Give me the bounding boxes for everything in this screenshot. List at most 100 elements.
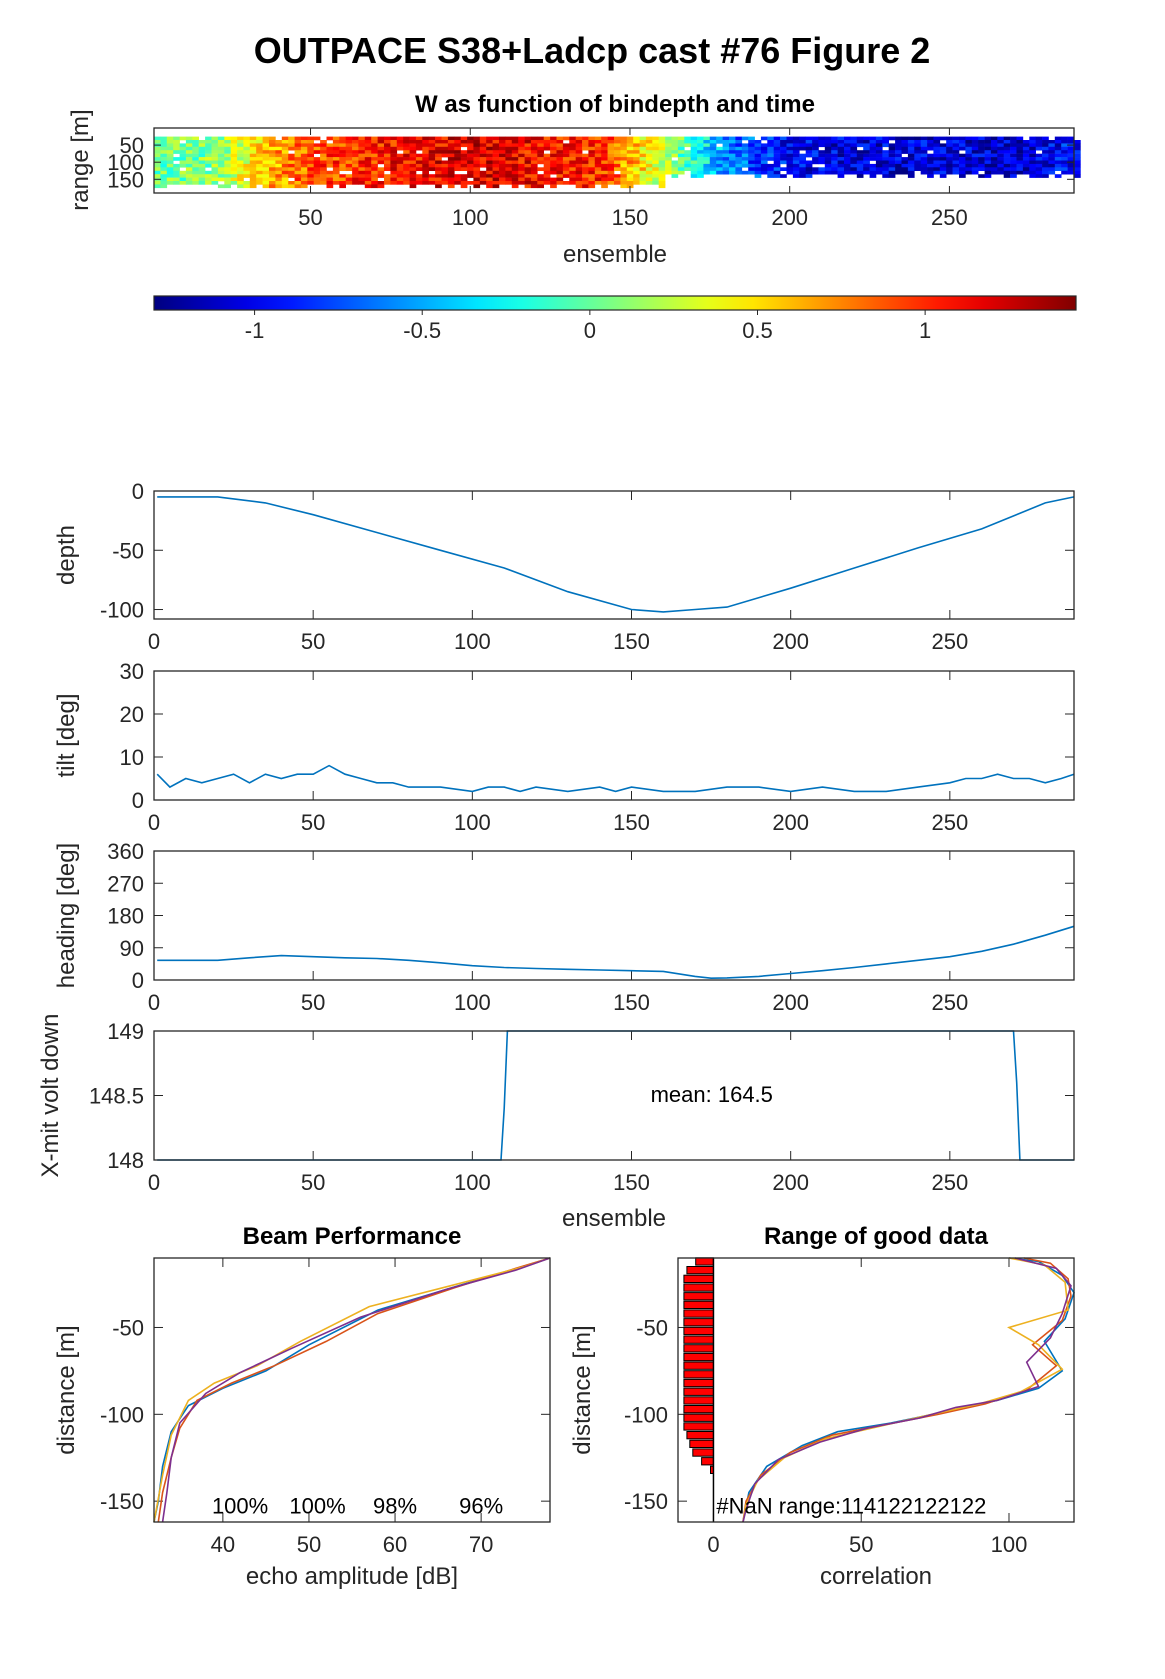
heatmap-cell bbox=[614, 160, 621, 165]
heatmap-cell bbox=[384, 177, 391, 182]
heatmap-cell bbox=[486, 150, 493, 154]
heatmap-cell bbox=[352, 140, 359, 144]
x-tick-label: 50 bbox=[301, 629, 325, 654]
heatmap-cell bbox=[237, 157, 244, 161]
heatmap-cell bbox=[198, 177, 206, 182]
heatmap-cell bbox=[1029, 140, 1036, 144]
heatmap-cell bbox=[396, 167, 404, 171]
heatmap-cell bbox=[179, 177, 187, 182]
heatmap-cell bbox=[850, 170, 858, 175]
heatmap-cell bbox=[863, 163, 870, 168]
heatmap-cell bbox=[601, 170, 608, 175]
heatmap-cell bbox=[537, 174, 544, 178]
heatmap-cell bbox=[754, 174, 762, 178]
heatmap-cell bbox=[441, 163, 449, 168]
heatmap-cell bbox=[965, 143, 973, 148]
heatmap-cell bbox=[435, 174, 442, 178]
heatmap-cell bbox=[645, 174, 653, 178]
heatmap-cell bbox=[946, 170, 953, 175]
heatmap-cell bbox=[754, 146, 762, 151]
heatmap-cell bbox=[249, 160, 257, 165]
heatmap-cell bbox=[173, 157, 180, 161]
heatmap-cell bbox=[818, 160, 826, 165]
heatmap-cell bbox=[780, 174, 787, 178]
heatmap-cell bbox=[767, 157, 774, 161]
y-tick-label: -50 bbox=[636, 1315, 668, 1340]
heatmap-cell bbox=[384, 150, 391, 154]
heatmap-cell bbox=[946, 157, 953, 161]
axes-box bbox=[153, 490, 1075, 620]
heatmap-cell bbox=[300, 153, 308, 158]
heatmap-cell bbox=[524, 160, 532, 165]
heatmap-cell bbox=[709, 170, 717, 175]
heatmap-cell bbox=[358, 140, 366, 144]
heatmap-cell bbox=[192, 177, 199, 182]
heatmap-cell bbox=[492, 153, 500, 158]
heatmap-cell bbox=[524, 146, 532, 151]
heatmap-cell bbox=[339, 184, 346, 189]
heatmap-cell bbox=[959, 136, 966, 141]
heatmap-cell bbox=[933, 150, 941, 154]
heatmap-cell bbox=[927, 170, 934, 175]
heatmap-cell bbox=[722, 140, 730, 144]
heatmap-cell bbox=[978, 146, 985, 151]
heatmap-cell bbox=[185, 177, 193, 182]
heatmap-cell bbox=[300, 140, 308, 144]
heatmap-cell bbox=[556, 160, 564, 165]
heatmap-cell bbox=[460, 140, 468, 144]
heatmap-cell bbox=[709, 163, 717, 168]
colorbar-tick-label: 0.5 bbox=[742, 318, 773, 343]
heatmap-cell bbox=[249, 184, 257, 189]
heatmap-cell bbox=[959, 157, 966, 161]
heatmap-cell bbox=[671, 136, 679, 141]
heatmap-cell bbox=[300, 181, 308, 185]
heatmap-cell bbox=[224, 143, 231, 148]
heatmap-cell bbox=[160, 181, 168, 185]
heatmap-cell bbox=[901, 146, 909, 151]
heatmap-cell bbox=[844, 140, 851, 144]
heatmap-cell bbox=[901, 143, 909, 148]
heatmap-cell bbox=[722, 160, 730, 165]
heatmap-cell bbox=[441, 170, 449, 175]
heatmap-cell bbox=[665, 143, 672, 148]
heatmap-cell bbox=[1003, 163, 1011, 168]
heatmap-cell bbox=[320, 167, 327, 171]
heatmap-cell bbox=[1022, 160, 1030, 165]
heatmap-cell bbox=[447, 140, 455, 144]
heatmap-cell bbox=[211, 143, 219, 148]
heatmap-cell bbox=[211, 136, 219, 141]
heatmap-cell bbox=[1022, 150, 1030, 154]
heatmap-cell bbox=[422, 174, 429, 178]
heatmap-cell bbox=[473, 150, 481, 154]
heatmap-cell bbox=[550, 140, 557, 144]
y-tick-label: 0 bbox=[132, 479, 144, 504]
heatmap-cell bbox=[933, 153, 941, 158]
heatmap-cell bbox=[652, 140, 659, 144]
heatmap-cell bbox=[243, 136, 251, 141]
heatmap-cell bbox=[658, 177, 666, 182]
heatmap-cell bbox=[422, 153, 429, 158]
heatmap-cell bbox=[294, 136, 302, 141]
heatmap-cell bbox=[326, 174, 334, 178]
heatmap-cell bbox=[530, 184, 538, 189]
heatmap-cell bbox=[1016, 143, 1024, 148]
heatmap-cell bbox=[863, 146, 870, 151]
heatmap-cell bbox=[358, 157, 366, 161]
heatmap-cell bbox=[479, 160, 487, 165]
heatmap-cell bbox=[620, 136, 628, 141]
heatmap-cell bbox=[856, 153, 864, 158]
heatmap-cell bbox=[166, 150, 174, 154]
heatmap-cell bbox=[511, 146, 519, 151]
heatmap-cell bbox=[677, 167, 685, 171]
heatmap-cell bbox=[211, 170, 219, 175]
heatmap-cell bbox=[837, 170, 845, 175]
heatmap-cell bbox=[294, 150, 302, 154]
heatmap-cell bbox=[984, 140, 992, 144]
heatmap-cell bbox=[499, 174, 506, 178]
heatmap-cell bbox=[875, 150, 883, 154]
heatmap-cell bbox=[575, 160, 583, 165]
heatmap-cell bbox=[166, 153, 174, 158]
heatmap-cell bbox=[352, 181, 359, 185]
heatmap-cell bbox=[307, 167, 314, 171]
heatmap-cell bbox=[326, 153, 334, 158]
